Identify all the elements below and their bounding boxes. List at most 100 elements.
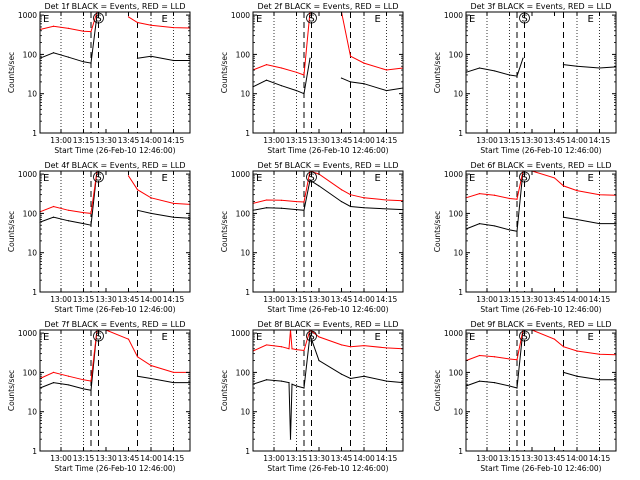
marker-label: E — [256, 332, 262, 343]
lld-data-point — [478, 354, 481, 357]
marker-label: S — [308, 332, 314, 343]
lld-data-point — [553, 338, 556, 340]
events-data-point — [52, 216, 55, 218]
x-axis-label: Start Time (26-Feb-10 12:46:00) — [54, 146, 175, 155]
x-tick-label: 13:45 — [118, 454, 140, 463]
marker-label: S — [95, 332, 101, 343]
panel-title: Det 1f BLACK = Events, RED = LLD — [44, 2, 185, 11]
marker-label: E — [43, 14, 49, 25]
y-axis-label: Counts/sec — [220, 211, 229, 252]
y-tick-label: 1 — [458, 447, 463, 456]
x-tick-label: 13:00 — [476, 454, 498, 463]
lld-data-point — [516, 198, 518, 200]
events-data-point — [522, 57, 524, 59]
lld-data-point — [90, 31, 92, 33]
lld-data-point — [280, 346, 283, 348]
panel-det-5: Det 5f BLACK = Events, RED = LLD Counts/s… — [220, 161, 404, 314]
lld-data-point — [67, 375, 70, 377]
x-axis-label: Start Time (26-Feb-10 12:46:00) — [267, 305, 388, 314]
events-series-line — [465, 170, 616, 232]
y-tick-label: 100 — [449, 209, 464, 218]
x-tick-label: 13:30 — [521, 136, 543, 145]
x-tick-label: 13:30 — [95, 136, 117, 145]
events-data-point — [340, 200, 343, 203]
x-tick-label: 14:00 — [140, 454, 162, 463]
x-tick-label: 13:45 — [118, 295, 140, 304]
panel-title: Det 9f BLACK = Events, RED = LLD — [470, 320, 611, 329]
marker-label: S — [95, 173, 101, 184]
events-data-point — [303, 209, 305, 211]
events-data-point — [265, 207, 268, 209]
events-data-point — [598, 67, 601, 69]
x-axis-label: Start Time (26-Feb-10 12:46:00) — [267, 464, 388, 473]
x-tick-label: 13:45 — [544, 136, 566, 145]
x-tick-label: 14:00 — [566, 295, 588, 304]
marker-s-circle — [519, 330, 530, 342]
panel-det-3: Det 3f BLACK = Events, RED = LLD Counts/s… — [433, 2, 617, 155]
x-tick-label: 13:15 — [499, 454, 521, 463]
events-data-point — [295, 89, 298, 92]
x-tick-label: 13:00 — [476, 295, 498, 304]
marker-s-circle — [306, 12, 317, 24]
y-tick-label: 1000 — [444, 170, 463, 179]
lld-data-point — [303, 201, 305, 203]
x-tick-label: 13:15 — [286, 136, 308, 145]
plot-frame — [252, 329, 404, 452]
marker-label: E — [469, 332, 475, 343]
marker-label: E — [375, 173, 381, 184]
marker-label: E — [375, 14, 381, 25]
x-tick-label: 13:00 — [50, 136, 72, 145]
x-tick-label: 13:45 — [544, 454, 566, 463]
events-data-point — [516, 230, 518, 232]
marker-label: E — [256, 173, 262, 184]
marker-label: S — [308, 173, 314, 184]
lld-data-point — [508, 197, 511, 200]
y-tick-label: 1 — [458, 288, 463, 297]
y-tick-label: 100 — [23, 50, 38, 59]
plot-frame — [465, 170, 617, 293]
x-tick-label: 14:00 — [140, 136, 162, 145]
marker-label: E — [375, 332, 381, 343]
lld-data-point — [493, 356, 496, 358]
x-tick-label: 13:45 — [331, 136, 353, 145]
y-tick-label: 100 — [449, 368, 464, 377]
lld-data-point — [150, 197, 152, 199]
events-data-point — [516, 387, 518, 389]
marker-label: E — [469, 14, 475, 25]
x-tick-label: 13:15 — [286, 454, 308, 463]
events-data-point — [288, 382, 290, 384]
lld-data-point — [172, 202, 175, 204]
x-tick-label: 14:15 — [376, 136, 398, 145]
marker-label: E — [588, 14, 594, 25]
lld-data-point — [265, 344, 268, 346]
events-data-point — [598, 223, 601, 225]
x-tick-label: 13:30 — [308, 454, 330, 463]
plot-frame — [39, 11, 191, 134]
y-tick-label: 10 — [240, 90, 250, 99]
events-data-point — [303, 387, 305, 389]
lld-data-point — [385, 69, 388, 71]
marker-s-circle — [519, 12, 530, 24]
lld-data-point — [150, 24, 152, 26]
panel-title: Det 6f BLACK = Events, RED = LLD — [470, 161, 611, 170]
marker-label: E — [162, 14, 168, 25]
y-tick-label: 1 — [32, 447, 37, 456]
panel-title: Det 4f BLACK = Events, RED = LLD — [44, 161, 185, 170]
x-axis-label: Start Time (26-Feb-10 12:46:00) — [267, 146, 388, 155]
lld-data-point — [349, 194, 352, 196]
events-data-point — [280, 85, 283, 87]
lld-data-point — [576, 350, 578, 352]
events-data-point — [363, 375, 365, 377]
events-data-point — [598, 379, 601, 381]
events-data-point — [493, 70, 496, 72]
marker-s-circle — [519, 171, 530, 183]
marker-s-circle — [93, 12, 104, 24]
x-tick-label: 13:00 — [50, 295, 72, 304]
events-data-point — [82, 61, 85, 63]
events-data-point — [150, 212, 152, 215]
x-axis-label: Start Time (26-Feb-10 12:46:00) — [54, 305, 175, 314]
x-tick-label: 13:45 — [331, 454, 353, 463]
lld-data-point — [288, 348, 290, 350]
lld-data-point — [136, 189, 139, 191]
x-tick-label: 13:30 — [95, 295, 117, 304]
